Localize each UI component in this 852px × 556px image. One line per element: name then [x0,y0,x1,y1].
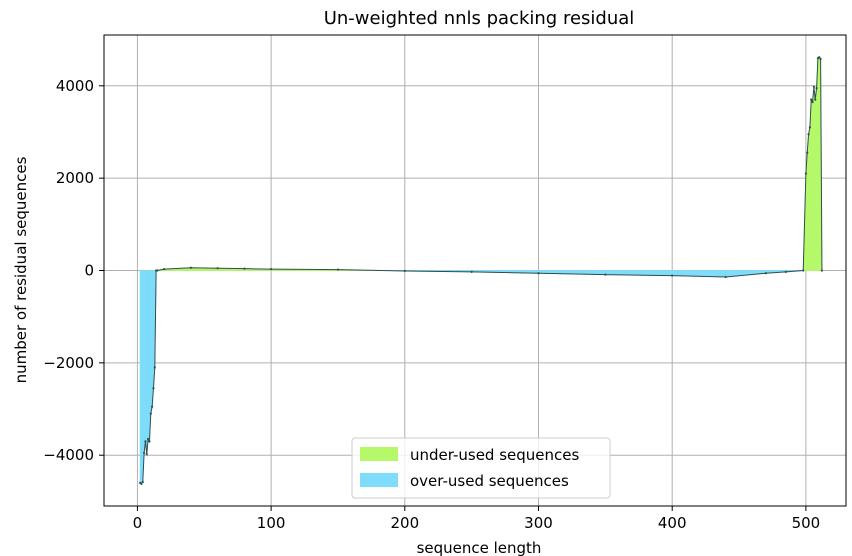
legend-swatch-under-used [360,447,398,461]
data-point [470,270,473,273]
y-tick-label: 2000 [56,169,94,187]
data-point [814,98,817,101]
data-point [270,268,273,271]
data-point [403,269,406,273]
data-point [806,151,809,154]
data-point [807,133,810,136]
data-point [820,269,824,272]
data-point [764,272,767,275]
x-tick-label: 500 [792,514,821,532]
legend-box [351,437,611,499]
data-point [812,85,816,88]
data-point [153,366,156,369]
legend: under-used sequences over-used sequences [351,437,611,499]
x-tick-label: 400 [658,514,687,532]
y-axis-title: number of residual sequences [12,156,30,383]
data-point [216,267,219,270]
area-layer [139,55,823,486]
data-point [149,412,152,415]
data-point [143,451,146,454]
x-tick-label: 300 [524,514,553,532]
data-point [537,272,540,275]
y-tick-label: −4000 [43,446,94,464]
data-point [336,268,340,271]
y-tick-label: 0 [84,262,94,280]
data-point [156,269,159,272]
x-axis-title: sequence length [417,539,542,556]
data-point [784,270,787,273]
data-point [147,437,150,441]
data-point [243,267,246,270]
y-tick-label: 4000 [56,77,94,95]
data-point [148,440,151,443]
data-point [810,98,813,101]
data-point [189,266,193,269]
chart-title: Un-weighted nnls packing residual [324,8,635,29]
data-point [145,453,148,456]
x-tick-label: 100 [257,514,286,532]
x-tick-label: 200 [390,514,419,532]
data-point [804,172,807,175]
data-point [724,275,727,279]
data-point [818,56,821,59]
data-point [163,268,166,271]
x-tick-label: 0 [133,514,143,532]
point-layer [138,56,824,485]
legend-label-over-used: over-used sequences [410,472,569,490]
y-tick-label: −2000 [43,354,94,372]
data-point [144,440,147,443]
tick-layer: 0 100 200 300 400 500 −4000 −2000 0 2000 4000 [43,77,820,532]
data-point [151,405,154,408]
data-point [140,482,143,485]
data-point [141,480,144,484]
data-point [815,87,818,90]
data-point [808,126,812,129]
legend-swatch-over-used [360,473,398,487]
data-point [604,273,607,276]
data-point [802,269,805,272]
data-point [152,387,155,390]
data-point [819,57,822,61]
data-point [811,100,814,104]
legend-label-under-used: under-used sequences [410,446,580,464]
data-point [671,274,674,277]
